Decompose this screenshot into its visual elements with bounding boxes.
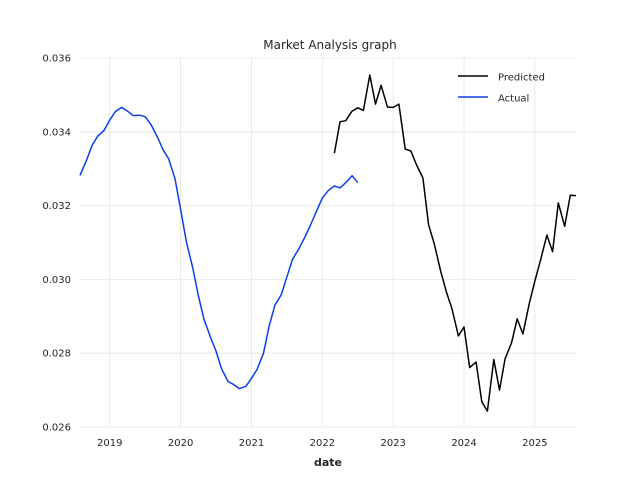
series-lines	[79, 74, 577, 412]
x-tick-label: 2019	[97, 438, 122, 449]
grid	[80, 57, 576, 428]
y-tick-label: 0.026	[42, 423, 71, 434]
x-axis-label: date	[314, 456, 342, 469]
x-tick-label: 2020	[168, 438, 193, 449]
x-tick-label: 2021	[239, 438, 264, 449]
chart-title: Market Analysis graph	[263, 38, 396, 52]
y-tick-label: 0.032	[42, 201, 71, 212]
y-tick-label: 0.036	[42, 54, 71, 65]
axis-ticks: 2019 2020 2021 2022 2023 2024 2025 0.026 0.028 0.…	[42, 54, 547, 450]
y-tick-label: 0.028	[42, 349, 71, 360]
x-tick-label: 2023	[380, 438, 405, 449]
series-line-predicted	[333, 74, 577, 412]
legend-label-actual: Actual	[498, 94, 529, 105]
y-tick-label: 0.034	[42, 127, 71, 138]
x-tick-label: 2024	[451, 438, 476, 449]
x-tick-label: 2025	[522, 438, 547, 449]
y-tick-label: 0.030	[42, 275, 71, 286]
legend-label-predicted: Predicted	[498, 73, 545, 84]
x-tick-label: 2022	[310, 438, 335, 449]
legend: Predicted Actual	[458, 73, 545, 105]
series-line-actual	[79, 106, 359, 390]
